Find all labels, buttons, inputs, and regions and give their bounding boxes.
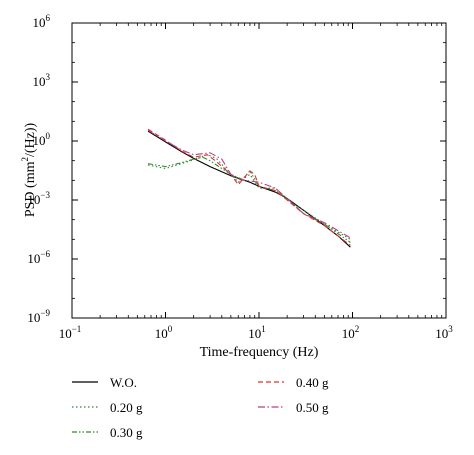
tick-labels: 10−1 100 101 102 103 10−9 10−6 10−3 100 103 106 <box>27 13 453 341</box>
x-tick-label: 103 <box>435 324 453 341</box>
y-tick-label: 10−3 <box>27 190 50 207</box>
x-tick-label: 102 <box>342 324 360 341</box>
x-tick-label: 10−1 <box>59 324 82 341</box>
legend-label-1: 0.20 g <box>110 400 143 415</box>
axis-ticks <box>71 22 447 319</box>
legend-label-3: 0.40 g <box>296 375 329 390</box>
legend-label-4: 0.50 g <box>296 400 329 415</box>
plot-frame <box>71 22 447 319</box>
series-line-4 <box>147 129 351 239</box>
y-axis-title: PSD (mm2/(Hz)) <box>20 123 38 218</box>
data-series <box>147 128 351 248</box>
legend-label-0: W.O. <box>110 375 137 390</box>
y-tick-label: 103 <box>33 72 51 89</box>
legend: W.O. 0.20 g 0.30 g 0.40 g 0.50 g <box>72 375 329 440</box>
series-line-2 <box>147 156 351 243</box>
y-tick-label: 10−9 <box>27 308 50 325</box>
y-tick-label: 100 <box>33 131 51 148</box>
y-tick-label: 10−6 <box>27 249 50 266</box>
x-tick-label: 100 <box>155 324 173 341</box>
y-tick-label: 106 <box>33 13 51 30</box>
x-axis-title: Time-frequency (Hz) <box>200 345 319 360</box>
legend-label-2: 0.30 g <box>110 425 143 440</box>
x-tick-label: 101 <box>248 324 266 341</box>
